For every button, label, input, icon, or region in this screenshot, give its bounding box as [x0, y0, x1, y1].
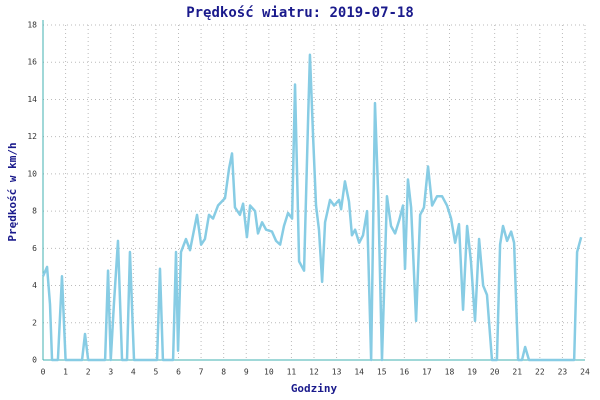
y-tick-label: 16 [27, 58, 37, 67]
y-tick-label: 12 [27, 132, 37, 141]
x-axis-title: Godziny [291, 382, 338, 395]
x-tick-label: 14 [354, 368, 364, 377]
x-tick-label: 20 [490, 368, 500, 377]
y-tick-label: 14 [27, 95, 37, 104]
x-tick-label: 12 [309, 368, 319, 377]
x-tick-label: 15 [377, 368, 387, 377]
data-line [41, 53, 583, 362]
x-tick-label: 3 [108, 368, 113, 377]
y-tick-label: 2 [32, 318, 37, 327]
x-tick-label: 21 [512, 368, 522, 377]
x-tick-label: 10 [264, 368, 274, 377]
y-tick-label: 8 [32, 207, 37, 216]
y-tick-label: 0 [32, 356, 37, 365]
x-tick-label: 0 [41, 368, 46, 377]
y-tick-label: 4 [32, 281, 37, 290]
x-tick-label: 11 [287, 368, 297, 377]
x-tick-label: 13 [332, 368, 342, 377]
y-axis-title: Prędkość w km/h [6, 142, 19, 241]
x-tick-label: 5 [154, 368, 159, 377]
x-tick-label: 24 [580, 368, 590, 377]
x-tick-label: 19 [467, 368, 477, 377]
y-tick-label: 10 [27, 169, 37, 178]
x-tick-label: 8 [221, 368, 226, 377]
x-tick-label: 4 [131, 368, 136, 377]
x-tick-label: 17 [422, 368, 432, 377]
x-tick-label: 23 [558, 368, 568, 377]
x-tick-label: 7 [199, 368, 204, 377]
y-tick-label: 18 [27, 21, 37, 30]
x-tick-label: 2 [86, 368, 91, 377]
y-tick-label: 6 [32, 244, 37, 253]
x-tick-label: 22 [535, 368, 545, 377]
x-tick-label: 9 [244, 368, 249, 377]
x-tick-label: 18 [445, 368, 455, 377]
chart-title: Prędkość wiatru: 2019-07-18 [186, 5, 414, 21]
x-tick-label: 6 [176, 368, 181, 377]
x-tick-label: 1 [63, 368, 68, 377]
x-tick-label: 16 [400, 368, 410, 377]
